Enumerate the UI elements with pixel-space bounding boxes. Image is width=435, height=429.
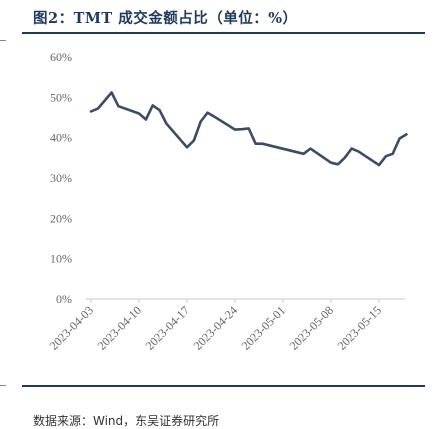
series-line (89, 91, 408, 167)
edge-tick (0, 40, 6, 41)
x-axis: 2023-04-032023-04-102023-04-172023-04-24… (47, 299, 384, 353)
y-tick-label: 10% (50, 252, 72, 266)
figure-title: 图2：TMT 成交金额占比（单位：%） (33, 10, 298, 27)
x-tick-label: 2023-04-03 (47, 303, 96, 352)
y-tick-label: 0% (56, 292, 72, 306)
y-tick-label: 20% (50, 211, 72, 225)
x-tick-label: 2023-04-10 (95, 303, 144, 352)
y-tick-label: 60% (50, 50, 72, 64)
x-tick-label: 2023-04-24 (191, 303, 240, 352)
x-tick-label: 2023-04-17 (143, 303, 192, 352)
top-rule (22, 32, 425, 34)
bottom-rule (22, 385, 425, 387)
source-note: 数据来源：Wind，东吴证券研究所 (33, 414, 220, 428)
edge-tick (0, 385, 6, 386)
y-axis: 0% 10% 20% 30% 40% 50% 60% (50, 50, 72, 306)
x-tick-label: 2023-05-08 (287, 303, 336, 352)
y-tick-label: 30% (50, 171, 72, 185)
x-tick-label: 2023-05-15 (335, 303, 384, 352)
y-tick-label: 50% (50, 90, 72, 104)
x-tick-label: 2023-05-01 (239, 303, 288, 352)
y-tick-label: 40% (50, 131, 72, 145)
line-chart: 0%10%20%30%40%50%60% 2023-04-032023-04-1… (47, 50, 408, 353)
